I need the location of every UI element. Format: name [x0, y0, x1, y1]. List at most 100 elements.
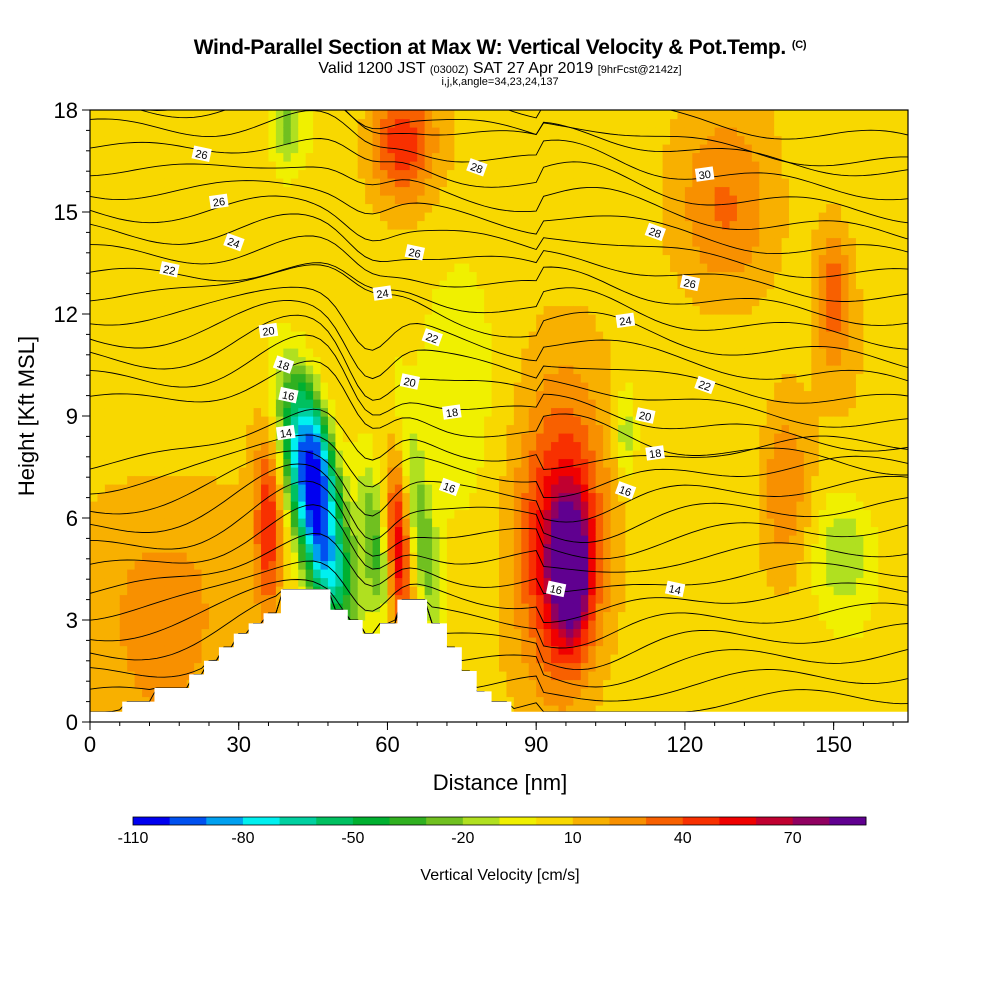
w-cell: [231, 416, 240, 426]
w-cell: [223, 458, 232, 468]
w-cell: [290, 271, 299, 281]
w-cell: [313, 186, 322, 196]
w-cell: [275, 569, 284, 579]
w-cell: [253, 577, 262, 587]
w-cell: [528, 467, 537, 477]
w-cell: [164, 603, 173, 613]
w-cell: [365, 161, 374, 171]
w-cell: [320, 509, 329, 519]
w-cell: [142, 603, 151, 613]
w-cell: [506, 322, 515, 332]
w-cell: [90, 433, 99, 443]
w-cell: [365, 331, 374, 341]
w-cell: [439, 127, 448, 137]
w-cell: [335, 365, 344, 375]
w-cell: [275, 127, 284, 137]
w-cell: [432, 135, 441, 145]
w-cell: [261, 433, 270, 443]
w-cell: [588, 552, 597, 562]
w-cell: [365, 458, 374, 468]
w-cell: [454, 611, 463, 621]
w-cell: [558, 458, 567, 468]
w-cell: [201, 220, 210, 230]
w-cell: [476, 433, 485, 443]
w-cell: [290, 509, 299, 519]
w-cell: [573, 509, 582, 519]
w-cell: [298, 288, 307, 298]
w-cell: [104, 178, 113, 188]
w-cell: [499, 297, 508, 307]
w-cell: [595, 314, 604, 324]
w-cell: [327, 305, 336, 315]
w-cell: [238, 509, 247, 519]
w-cell: [119, 603, 128, 613]
w-cell: [551, 662, 560, 672]
w-cell: [357, 399, 366, 409]
w-cell: [454, 441, 463, 451]
w-cell: [588, 229, 597, 239]
w-cell: [357, 458, 366, 468]
w-cell: [216, 586, 225, 596]
w-cell: [580, 271, 589, 281]
w-cell: [327, 246, 336, 256]
w-cell: [342, 356, 351, 366]
w-cell: [424, 560, 433, 570]
w-cell: [164, 246, 173, 256]
w-cell: [387, 169, 396, 179]
w-cell: [439, 195, 448, 205]
w-cell: [380, 203, 389, 213]
w-cell: [603, 586, 612, 596]
w-cell: [90, 118, 99, 128]
w-cell: [380, 169, 389, 179]
w-cell: [127, 671, 136, 681]
w-cell: [513, 586, 522, 596]
w-cell: [603, 518, 612, 528]
w-cell: [484, 407, 493, 417]
w-cell: [446, 229, 455, 239]
w-cell: [171, 246, 180, 256]
w-cell: [320, 441, 329, 451]
w-cell: [365, 518, 374, 528]
w-cell: [238, 314, 247, 324]
w-cell: [223, 254, 232, 264]
w-cell: [350, 144, 359, 154]
w-cell: [298, 178, 307, 188]
w-cell: [290, 331, 299, 341]
w-cell: [580, 169, 589, 179]
w-cell: [454, 246, 463, 256]
w-cell: [171, 552, 180, 562]
w-cell: [521, 654, 530, 664]
w-cell: [186, 416, 195, 426]
w-cell: [484, 118, 493, 128]
w-cell: [104, 305, 113, 315]
w-cell: [149, 229, 158, 239]
w-cell: [506, 288, 515, 298]
w-cell: [290, 152, 299, 162]
w-cell: [424, 416, 433, 426]
w-cell: [134, 620, 143, 630]
w-cell: [186, 475, 195, 485]
w-cell: [238, 450, 247, 460]
w-cell: [164, 195, 173, 205]
w-cell: [394, 424, 403, 434]
w-cell: [573, 662, 582, 672]
w-cell: [409, 288, 418, 298]
w-cell: [484, 178, 493, 188]
w-cell: [402, 339, 411, 349]
w-cell: [179, 569, 188, 579]
w-cell: [551, 169, 560, 179]
w-cell: [565, 195, 574, 205]
w-cell: [320, 144, 329, 154]
w-cell: [513, 356, 522, 366]
w-cell: [558, 373, 567, 383]
w-cell: [387, 212, 396, 222]
w-cell: [424, 356, 433, 366]
w-cell: [201, 467, 210, 477]
w-cell: [104, 161, 113, 171]
w-cell: [417, 382, 426, 392]
w-cell: [104, 399, 113, 409]
w-cell: [439, 441, 448, 451]
w-cell: [469, 492, 478, 502]
w-cell: [149, 407, 158, 417]
w-cell: [112, 365, 121, 375]
